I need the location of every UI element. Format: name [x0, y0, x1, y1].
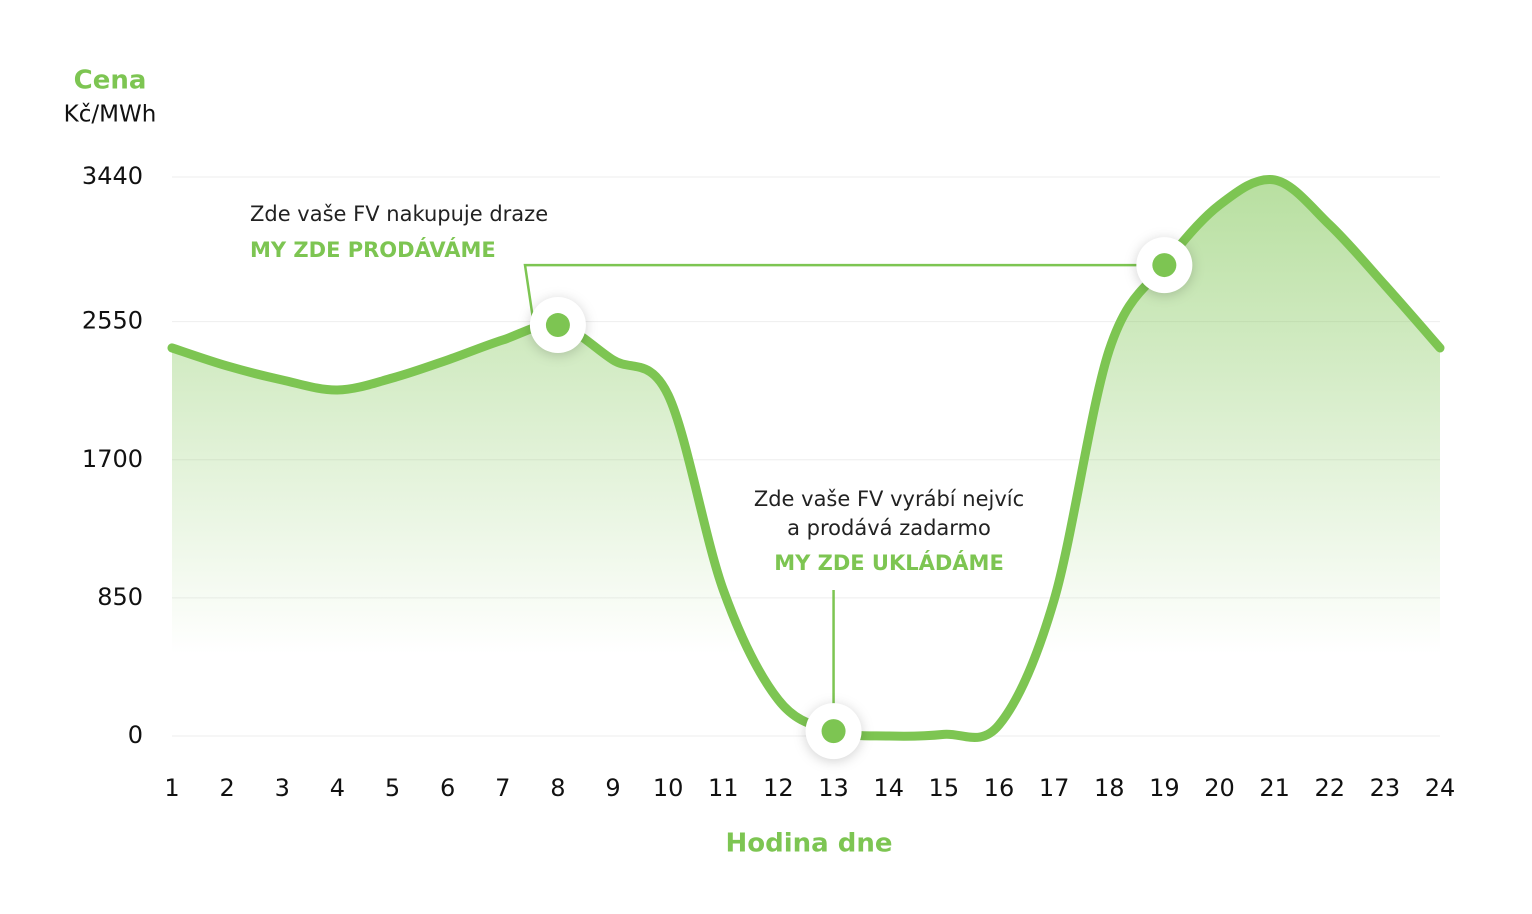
x-tick-label: 24	[1425, 774, 1456, 802]
annotation-text: Zde vaše FV vyrábí nejvíc	[754, 487, 1024, 511]
x-tick-label: 20	[1204, 774, 1235, 802]
x-tick-label: 7	[495, 774, 510, 802]
x-tick-label: 3	[275, 774, 290, 802]
y-tick-label: 2550	[82, 307, 143, 335]
annotation-highlight: MY ZDE PRODÁVÁME	[250, 237, 496, 262]
y-tick-label: 0	[128, 721, 143, 749]
x-tick-label: 2	[219, 774, 234, 802]
marker	[545, 313, 570, 338]
x-tick-label: 16	[984, 774, 1015, 802]
x-tick-label: 11	[708, 774, 739, 802]
x-tick-label: 18	[1094, 774, 1125, 802]
x-tick-label: 15	[929, 774, 960, 802]
y-axis-unit: Kč/MWh	[64, 102, 157, 128]
x-tick-label: 5	[385, 774, 400, 802]
x-tick-label: 21	[1259, 774, 1290, 802]
area	[172, 179, 1440, 738]
marker	[821, 719, 846, 744]
x-tick-label: 6	[440, 774, 455, 802]
x-tick-label: 1	[164, 774, 179, 802]
annotation-text: Zde vaše FV nakupuje draze	[250, 202, 548, 226]
y-axis-title: Cena	[74, 66, 147, 96]
y-tick-label: 1700	[82, 445, 143, 473]
x-tick-label: 4	[330, 774, 345, 802]
x-tick-label: 17	[1039, 774, 1070, 802]
x-tick-label: 9	[605, 774, 620, 802]
annotation-highlight: MY ZDE UKLÁDÁME	[774, 550, 1004, 575]
x-tick-label: 14	[873, 774, 904, 802]
x-tick-label: 23	[1370, 774, 1401, 802]
y-tick-label: 3440	[82, 162, 143, 190]
annotation-text: a prodává zadarmo	[787, 516, 991, 540]
x-tick-label: 22	[1314, 774, 1345, 802]
x-tick-label: 10	[653, 774, 684, 802]
marker	[1152, 253, 1177, 278]
x-tick-label: 12	[763, 774, 794, 802]
x-tick-label: 8	[550, 774, 565, 802]
x-tick-label: 19	[1149, 774, 1180, 802]
y-tick-label: 850	[97, 583, 143, 611]
x-tick-label: 13	[818, 774, 849, 802]
x-axis-title: Hodina dne	[725, 829, 892, 859]
leader-line	[523, 263, 1165, 326]
